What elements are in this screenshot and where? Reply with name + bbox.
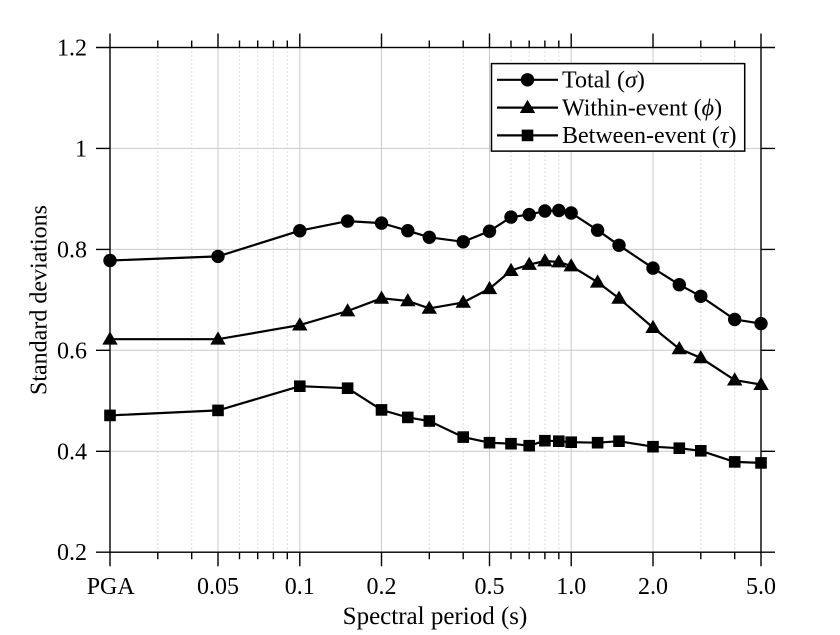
svg-text:0.8: 0.8 bbox=[57, 237, 87, 263]
svg-text:0.4: 0.4 bbox=[57, 439, 87, 465]
svg-text:1.2: 1.2 bbox=[57, 36, 87, 62]
svg-text:2.0: 2.0 bbox=[638, 574, 668, 600]
svg-text:0.5: 0.5 bbox=[475, 574, 505, 600]
svg-text:0.2: 0.2 bbox=[366, 574, 396, 600]
svg-text:PGA: PGA bbox=[87, 574, 136, 600]
svg-text:0.6: 0.6 bbox=[57, 338, 87, 364]
svg-text:1: 1 bbox=[75, 136, 87, 162]
svg-text:5.0: 5.0 bbox=[746, 574, 776, 600]
svg-text:Standard deviations: Standard deviations bbox=[27, 205, 53, 395]
svg-text:1.0: 1.0 bbox=[556, 574, 586, 600]
svg-text:0.1: 0.1 bbox=[285, 574, 315, 600]
svg-text:Within-event (ϕ): Within-event (ϕ) bbox=[562, 95, 722, 121]
svg-text:Between-event (τ): Between-event (τ) bbox=[562, 123, 737, 149]
svg-text:0.2: 0.2 bbox=[57, 540, 87, 566]
svg-text:Spectral period (s): Spectral period (s) bbox=[343, 603, 528, 630]
svg-text:Total (σ): Total (σ) bbox=[562, 68, 645, 94]
svg-text:0.05: 0.05 bbox=[197, 574, 239, 600]
